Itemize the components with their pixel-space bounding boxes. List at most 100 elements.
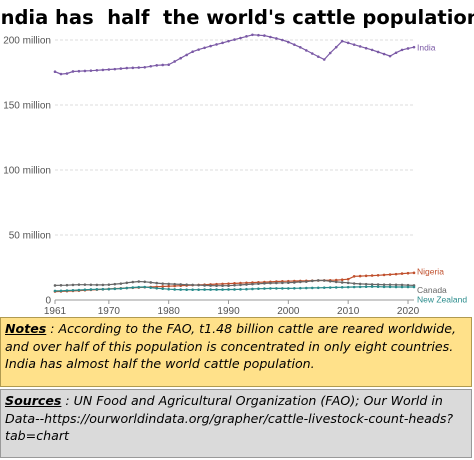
point-new-zealand-2001 xyxy=(293,287,296,290)
point-new-zealand-2004 xyxy=(310,286,314,290)
chart-title: India has half the world's cattle popula… xyxy=(0,5,474,29)
point-india-2011 xyxy=(352,43,356,46)
point-new-zealand-1972 xyxy=(119,287,123,290)
notes-box: Notes : According to the FAO, t1.48 bill… xyxy=(0,317,472,387)
point-india-1994 xyxy=(251,33,254,37)
point-india-1967 xyxy=(89,69,93,72)
y-tick-label-100: 100 million xyxy=(3,166,51,177)
point-india-1983 xyxy=(185,53,188,57)
point-canada-1998 xyxy=(275,281,278,285)
point-india-1991 xyxy=(233,38,236,41)
point-canada-2002 xyxy=(299,280,302,284)
point-canada-1982 xyxy=(179,283,182,286)
point-canada-2019 xyxy=(400,283,404,287)
point-new-zealand-2008 xyxy=(334,286,338,289)
point-india-1992 xyxy=(239,36,242,40)
point-nigeria-2018 xyxy=(394,272,398,276)
point-india-1986 xyxy=(203,46,206,50)
point-canada-1971 xyxy=(113,282,117,286)
point-india-1969 xyxy=(101,68,105,72)
point-canada-1968 xyxy=(95,283,99,287)
point-india-1979 xyxy=(161,63,164,67)
point-canada-1990 xyxy=(227,284,230,287)
point-canada-1995 xyxy=(257,282,260,286)
point-india-2010 xyxy=(346,41,350,45)
point-india-2008 xyxy=(334,45,338,49)
point-new-zealand-1990 xyxy=(227,288,230,291)
point-new-zealand-1971 xyxy=(113,287,117,291)
point-india-1976 xyxy=(143,66,147,69)
point-india-1974 xyxy=(131,66,135,70)
point-new-zealand-2007 xyxy=(328,286,332,289)
series-label-nigeria: Nigeria xyxy=(417,266,444,276)
point-canada-1986 xyxy=(203,284,206,287)
point-canada-1987 xyxy=(209,284,212,287)
point-new-zealand-2006 xyxy=(322,286,326,289)
point-india-1961 xyxy=(53,70,57,74)
y-tick-label-0: 0 xyxy=(45,296,51,307)
point-new-zealand-1981 xyxy=(173,288,176,291)
point-india-1989 xyxy=(221,41,224,45)
point-canada-2011 xyxy=(352,282,356,285)
point-india-2018 xyxy=(394,51,398,55)
point-new-zealand-1965 xyxy=(77,288,81,292)
point-canada-1997 xyxy=(269,281,272,285)
x-tick-label-2010: 2010 xyxy=(337,306,360,317)
point-india-1962 xyxy=(59,72,63,76)
point-new-zealand-1983 xyxy=(185,288,188,292)
point-india-1987 xyxy=(209,44,212,48)
point-canada-1984 xyxy=(191,283,194,287)
point-new-zealand-1989 xyxy=(221,288,224,291)
point-new-zealand-1963 xyxy=(65,289,69,292)
point-canada-1983 xyxy=(185,283,188,286)
point-nigeria-2015 xyxy=(376,274,380,277)
point-canada-2003 xyxy=(305,280,308,283)
point-canada-2009 xyxy=(340,281,344,284)
point-new-zealand-1966 xyxy=(83,288,87,292)
point-nigeria-1989 xyxy=(221,282,224,286)
series-label-canada: Canada xyxy=(417,285,447,295)
point-india-2016 xyxy=(382,52,386,56)
point-india-1984 xyxy=(191,50,194,53)
x-tick-label-2000: 2000 xyxy=(277,306,300,317)
point-new-zealand-1995 xyxy=(257,287,260,290)
point-new-zealand-1993 xyxy=(245,287,248,291)
x-tick-label-1980: 1980 xyxy=(158,306,181,317)
point-new-zealand-2002 xyxy=(299,286,302,290)
point-india-1995 xyxy=(257,33,260,37)
point-india-2004 xyxy=(310,52,314,55)
point-new-zealand-1964 xyxy=(71,288,75,292)
point-india-2017 xyxy=(388,54,392,58)
point-canada-1966 xyxy=(83,283,87,286)
point-new-zealand-2017 xyxy=(388,285,392,289)
point-new-zealand-2021 xyxy=(412,285,416,289)
point-india-1965 xyxy=(77,69,81,73)
point-new-zealand-1969 xyxy=(101,287,105,291)
point-canada-1967 xyxy=(89,283,93,287)
point-india-1998 xyxy=(275,37,278,40)
point-canada-1974 xyxy=(131,280,135,284)
point-new-zealand-1998 xyxy=(275,287,278,290)
point-india-2002 xyxy=(299,45,302,49)
point-canada-2010 xyxy=(346,281,350,285)
point-canada-1965 xyxy=(77,283,81,286)
point-india-1999 xyxy=(281,38,284,42)
point-canada-1985 xyxy=(197,283,200,287)
point-india-2003 xyxy=(305,49,308,52)
point-new-zealand-1985 xyxy=(197,288,200,292)
point-canada-1994 xyxy=(251,282,254,286)
point-canada-1978 xyxy=(155,281,159,285)
point-canada-2006 xyxy=(322,279,326,282)
point-nigeria-2011 xyxy=(352,275,356,278)
point-canada-1977 xyxy=(149,281,153,284)
point-canada-2016 xyxy=(382,283,386,286)
point-new-zealand-2014 xyxy=(370,285,374,288)
point-canada-2018 xyxy=(394,283,398,287)
axes: 0 50 million 100 million 150 million 200 mil… xyxy=(3,36,419,318)
point-new-zealand-1992 xyxy=(239,288,242,291)
point-india-1972 xyxy=(119,67,123,70)
point-new-zealand-2015 xyxy=(376,285,380,289)
point-india-1970 xyxy=(107,68,111,71)
point-new-zealand-1977 xyxy=(149,286,153,289)
point-new-zealand-1978 xyxy=(155,287,159,290)
